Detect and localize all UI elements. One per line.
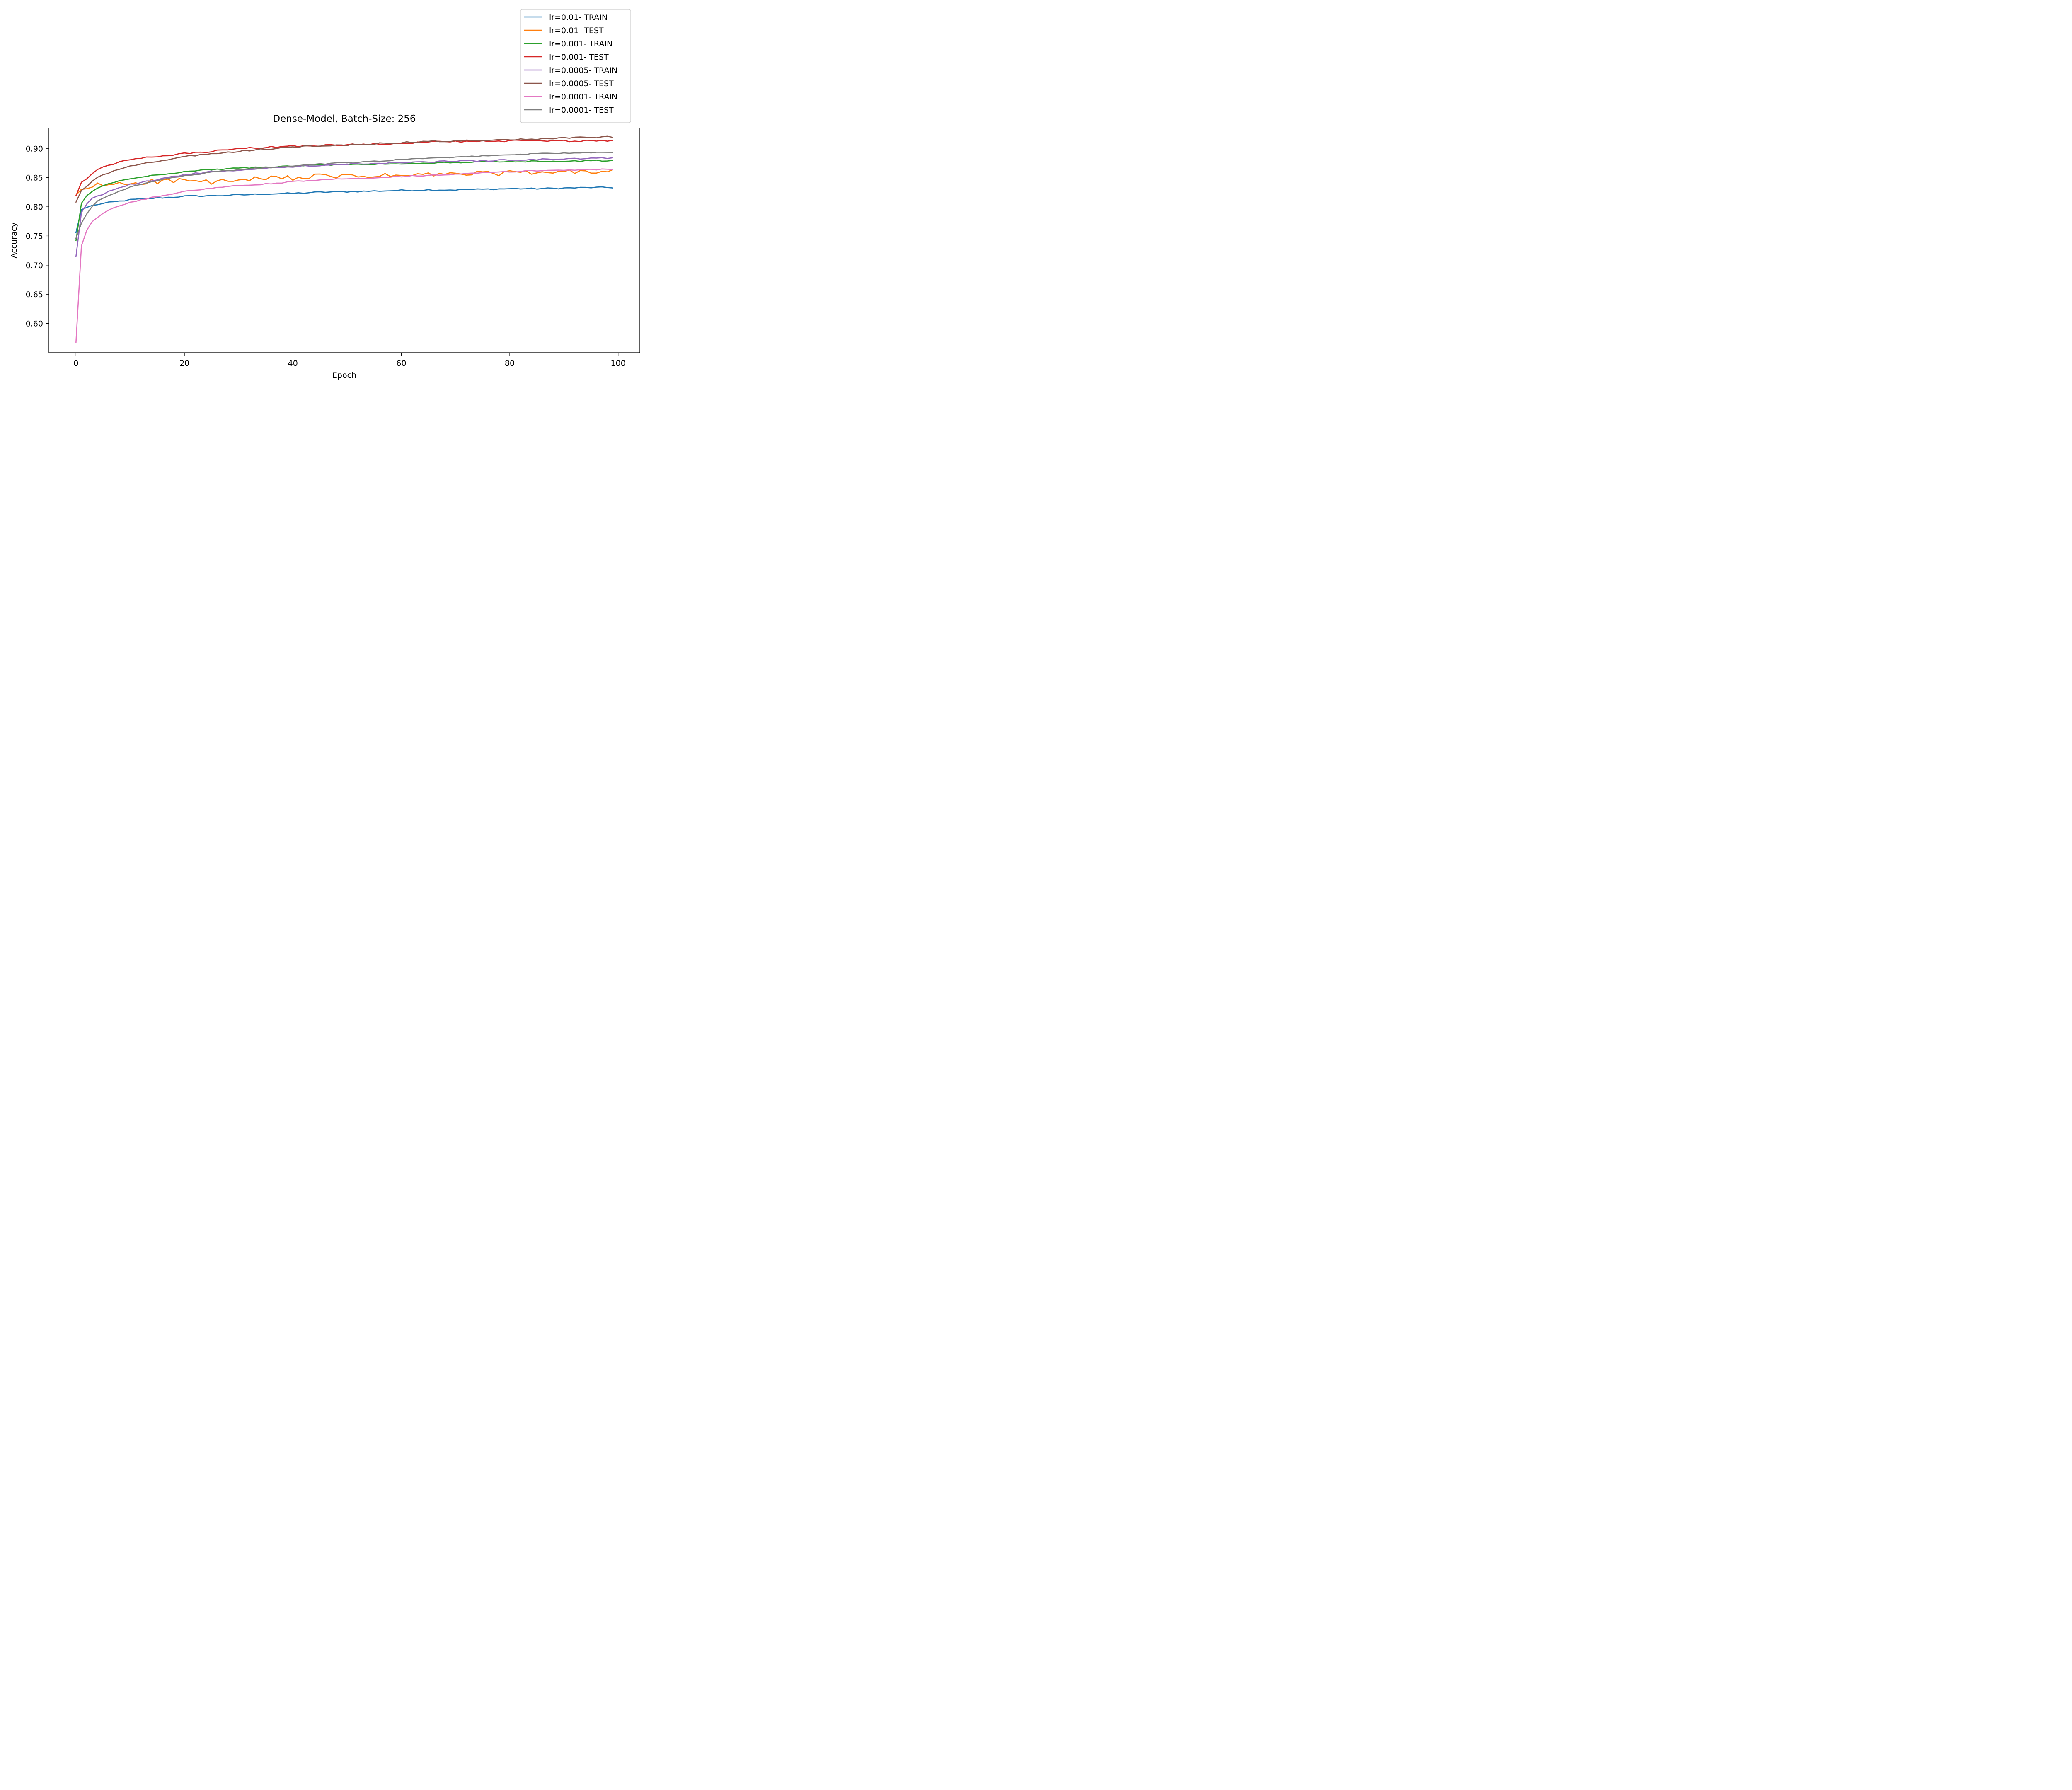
- x-tick-label: 100: [611, 359, 626, 368]
- series-line: [75, 157, 614, 257]
- y-tick-label: 0.60: [26, 319, 43, 329]
- x-tick-label: 80: [505, 359, 515, 368]
- x-axis: 0 20 40 60 80 100: [73, 353, 626, 368]
- y-tick-label: 0.75: [26, 232, 43, 241]
- legend-box: [520, 9, 631, 123]
- series-line: [75, 135, 614, 203]
- series-line: [75, 168, 613, 343]
- x-tick-label: 0: [73, 359, 78, 368]
- legend-label: lr=0.0005- TEST: [549, 79, 614, 88]
- legend: lr=0.01- TRAIN lr=0.01- TEST lr=0.001- TRA…: [520, 9, 631, 123]
- line-chart: Dense-Model, Batch-Size: 256 0 20 40 60 80 10…: [0, 0, 646, 388]
- y-axis: 0.60 0.65 0.70 0.75 0.80 0.85 0.90: [26, 144, 49, 329]
- x-axis-label: Epoch: [332, 371, 356, 380]
- y-tick-label: 0.90: [26, 144, 43, 153]
- plot-area: [75, 135, 614, 343]
- y-tick-label: 0.65: [26, 290, 43, 299]
- x-tick-label: 60: [396, 359, 406, 368]
- series-line: [75, 186, 613, 233]
- y-tick-label: 0.70: [26, 261, 43, 270]
- legend-label: lr=0.0005- TRAIN: [549, 66, 617, 75]
- x-tick-label: 40: [288, 359, 298, 368]
- legend-label: lr=0.001- TEST: [549, 53, 609, 62]
- y-tick-label: 0.80: [26, 203, 43, 212]
- axes-frame: [48, 128, 640, 353]
- y-axis-label: Accuracy: [10, 223, 19, 259]
- legend-label: lr=0.001- TRAIN: [549, 39, 612, 48]
- legend-label: lr=0.0001- TEST: [549, 106, 614, 115]
- legend-label: lr=0.0001- TRAIN: [549, 92, 617, 102]
- x-tick-label: 20: [179, 359, 189, 368]
- chart-title: Dense-Model, Batch-Size: 256: [273, 114, 416, 124]
- y-tick-label: 0.85: [26, 174, 43, 183]
- legend-label: lr=0.01- TEST: [549, 26, 604, 35]
- series-line: [75, 152, 613, 239]
- legend-label: lr=0.01- TRAIN: [549, 13, 608, 22]
